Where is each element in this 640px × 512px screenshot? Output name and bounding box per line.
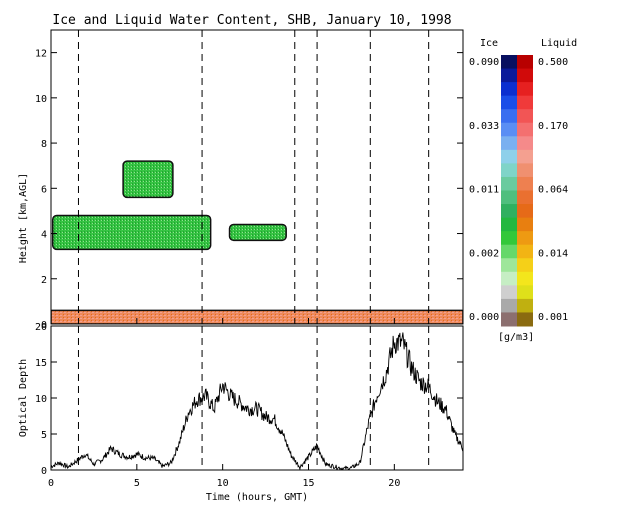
colorbar-cell (517, 244, 533, 259)
colorbar-cell (517, 163, 533, 178)
colorbar-tick-label: 0.002 (469, 248, 499, 259)
colorbar-cell (501, 217, 517, 232)
colorbar-cell (517, 271, 533, 286)
time-marker-lines (77, 30, 430, 324)
water-content-frame (50, 29, 464, 325)
y-tick-label: 4 (41, 230, 47, 241)
water-content-plot (51, 30, 463, 324)
colorbar-cell (501, 149, 517, 164)
colorbar-cell (501, 312, 517, 327)
colorbar-tick-label: 0.000 (469, 312, 499, 323)
colorbar-cell (501, 55, 517, 70)
y-tick-label: 10 (35, 94, 47, 105)
colorbar-cell (517, 68, 533, 83)
colorbar-tick-label: 0.064 (538, 185, 568, 196)
y-tick-label: 10 (35, 394, 47, 405)
colorbar-unit: [g/m3] (498, 332, 534, 343)
colorbar-cell (517, 95, 533, 110)
liquid-colorbar (517, 55, 533, 327)
ice-colorbar (501, 55, 517, 327)
colorbar-cell (501, 244, 517, 259)
optical-depth-series (51, 332, 463, 470)
liquid-colorbar-labels: 0.500 0.170 0.064 0.014 0.001 (538, 57, 568, 323)
colorbar-cell (501, 82, 517, 97)
colorbar-cell (501, 298, 517, 313)
optical-depth-axis-label: Optical Depth (18, 359, 29, 437)
y-tick-label: 0 (41, 320, 47, 331)
colorbar-tick-label: 0.011 (469, 185, 499, 196)
colorbar-cell (501, 163, 517, 178)
colorbar-cell (517, 109, 533, 124)
colorbar-cell (517, 217, 533, 232)
colorbar-cell (501, 285, 517, 300)
y-tick-label: 8 (41, 139, 47, 150)
colorbar-cell (517, 298, 533, 313)
colorbar-tick-label: 0.500 (538, 57, 568, 68)
colorbar-cell (517, 258, 533, 273)
colorbar-cell (517, 204, 533, 219)
ice-cloud-layer (228, 223, 287, 242)
liquid-colorbar-title: Liquid (541, 38, 577, 49)
colorbar-cell (501, 190, 517, 205)
ice-colorbar-title: Ice (480, 38, 498, 49)
y-tick-label: 15 (35, 358, 47, 369)
x-tick-label: 10 (217, 478, 229, 489)
colorbar-cell (517, 312, 533, 327)
colorbar-cell (517, 82, 533, 97)
x-tick-label: 15 (302, 478, 314, 489)
colorbar-cell (501, 258, 517, 273)
time-axis-ticks: 0 5 10 15 20 (48, 318, 400, 489)
colorbar-cell (517, 190, 533, 205)
time-marker-lines-bottom (77, 326, 430, 470)
y-tick-label: 0 (41, 466, 47, 477)
colorbar-tick-label: 0.014 (538, 248, 568, 259)
height-axis-label: Height [km,AGL] (18, 173, 29, 263)
optical-depth-axis-ticks: 0 5 10 15 20 (35, 322, 463, 477)
colorbar-cell (517, 149, 533, 164)
colorbar-tick-label: 0.170 (538, 121, 568, 132)
y-tick-label: 5 (41, 430, 47, 441)
time-axis-label: Time (hours, GMT) (206, 492, 308, 503)
colorbar-cell (501, 95, 517, 110)
y-tick-label: 2 (41, 275, 47, 286)
colorbar-cell (501, 136, 517, 151)
colorbar-cell (517, 136, 533, 151)
colorbar-cell (501, 271, 517, 286)
colorbar-tick-label: 0.001 (538, 312, 568, 323)
colorbar-cell (517, 55, 533, 70)
x-tick-label: 20 (388, 478, 400, 489)
colorbar-cell (501, 204, 517, 219)
y-tick-label: 12 (35, 49, 47, 60)
colorbar-cell (501, 231, 517, 246)
colorbar-cell (501, 68, 517, 83)
colorbar-cell (517, 231, 533, 246)
y-tick-label: 6 (41, 184, 47, 195)
colorbar-cell (517, 176, 533, 191)
colorbar-cell (501, 176, 517, 191)
colorbar-cell (501, 122, 517, 137)
x-tick-label: 0 (48, 478, 54, 489)
y-tick-label: 20 (35, 322, 47, 333)
chart-title: Ice and Liquid Water Content, SHB, Janua… (52, 13, 451, 28)
ice-colorbar-labels: 0.090 0.033 0.011 0.002 0.000 (469, 57, 499, 323)
colorbar-cell (517, 122, 533, 137)
cloud-layers (51, 160, 463, 324)
height-axis-ticks: 0 2 4 6 8 10 12 (35, 49, 463, 331)
x-tick-label: 5 (134, 478, 140, 489)
colorbar-cell (517, 285, 533, 300)
optical-depth-plot (51, 326, 463, 470)
liquid-cloud-layer (51, 309, 463, 324)
ice-cloud-layer (122, 160, 174, 199)
colorbar-tick-label: 0.090 (469, 57, 499, 68)
ice-cloud-layer (51, 214, 212, 251)
colorbar-cell (501, 109, 517, 124)
colorbar-tick-label: 0.033 (469, 121, 499, 132)
